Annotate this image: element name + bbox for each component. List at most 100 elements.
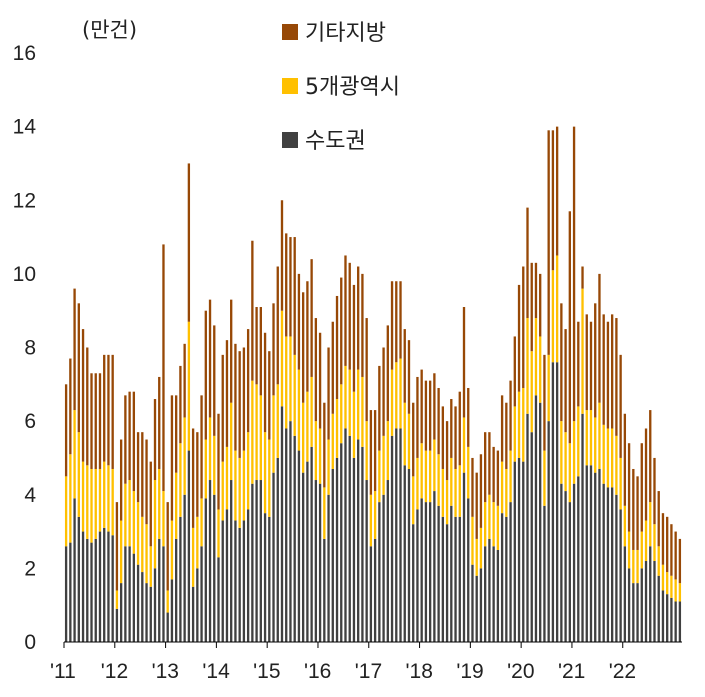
bar-segment-other: [119, 439, 123, 521]
bar-segment-capital: [128, 546, 131, 642]
y-tick-label: 14: [13, 116, 37, 139]
bar-segment-metro: [314, 421, 318, 481]
bar-segment-capital: [666, 594, 669, 642]
bar-segment-metro: [399, 358, 402, 429]
bar-segment-other: [128, 391, 131, 481]
bar-segment-other: [670, 524, 673, 576]
bar-segment-other: [598, 273, 601, 403]
bar-segment-metro: [86, 465, 89, 539]
bar-segment-metro: [238, 457, 241, 528]
bar-segment-other: [314, 318, 318, 422]
y-tick-label: 2: [24, 557, 36, 580]
bar-segment-other: [357, 266, 360, 370]
bar-segment-capital: [204, 498, 207, 642]
bar-segment-other: [589, 321, 593, 411]
bar-segment-metro: [103, 461, 106, 528]
bar-segment-other: [420, 369, 423, 444]
bar-segment-capital: [610, 487, 614, 642]
bar-segment-metro: [445, 480, 449, 525]
bar-segment-capital: [475, 575, 478, 642]
x-tick-label: '11: [50, 660, 76, 683]
y-tick-label: 10: [13, 263, 36, 286]
bar-segment-capital: [555, 362, 559, 642]
bar-segment-capital: [471, 564, 474, 642]
bar-segment-other: [335, 295, 339, 400]
bar-segment-other: [331, 321, 334, 414]
bar-segment-other: [217, 413, 220, 510]
bar-segment-capital: [175, 538, 178, 642]
bar-segment-capital: [90, 542, 93, 642]
bar-segment-other: [627, 443, 631, 532]
bar-segment-metro: [335, 399, 339, 458]
bar-segment-capital: [166, 612, 169, 642]
bar-segment-metro: [107, 465, 110, 532]
bar-segment-other: [644, 428, 648, 521]
bar-segment-other: [500, 395, 504, 462]
bar-segment-metro: [153, 480, 157, 569]
bar-segment-capital: [119, 583, 123, 642]
bar-segment-metro: [619, 457, 622, 510]
bar-segment-other: [395, 281, 398, 363]
bar-segment-capital: [551, 362, 555, 642]
bar-segment-metro: [450, 457, 453, 506]
bar-segment-metro: [166, 590, 169, 613]
bar-segment-capital: [488, 538, 491, 642]
bar-segment-capital: [107, 531, 110, 642]
bar-segment-capital: [200, 546, 203, 642]
bar-segment-other: [399, 281, 402, 359]
bar-segment-other: [522, 266, 525, 388]
x-tick-label: '13: [152, 660, 179, 683]
x-tick-label: '21: [558, 660, 585, 683]
bar-segment-metro: [179, 443, 182, 517]
bar-segment-capital: [674, 601, 677, 642]
bar-segment-metro: [276, 384, 279, 458]
bar-segment-capital: [246, 509, 250, 642]
bar-segment-metro: [217, 509, 220, 558]
bar-segment-capital: [352, 457, 356, 642]
bar-segment-metro: [568, 443, 571, 503]
bar-segment-metro: [208, 417, 212, 481]
bar-segment-metro: [458, 465, 461, 517]
bar-segment-metro: [623, 505, 627, 547]
bar-segment-metro: [505, 468, 508, 517]
bar-segment-other: [293, 237, 296, 355]
bar-segment-other: [602, 314, 605, 425]
bar-segment-metro: [221, 461, 224, 521]
bar-segment-metro: [407, 413, 411, 469]
bar-segment-capital: [306, 461, 309, 642]
bar-segment-metro: [357, 369, 360, 440]
bar-segment-capital: [678, 601, 682, 642]
bar-segment-capital: [369, 546, 373, 642]
bar-segment-capital: [505, 516, 508, 642]
bar-segment-capital: [433, 491, 436, 642]
bar-segment-other: [445, 421, 449, 481]
bar-segment-capital: [263, 513, 267, 642]
bar-segment-other: [149, 461, 152, 547]
bar-segment-other: [547, 130, 550, 355]
bar-segment-other: [509, 380, 512, 451]
bar-segment-other: [606, 321, 610, 429]
bar-segment-capital: [632, 583, 635, 642]
bar-segment-metro: [577, 406, 580, 477]
bar-segment-other: [268, 351, 271, 440]
bar-segment-capital: [230, 480, 233, 642]
bar-segment-other: [462, 307, 466, 418]
bar-segment-other: [496, 450, 500, 506]
bar-segment-metro: [471, 516, 474, 565]
bar-segment-metro: [348, 369, 351, 436]
bar-segment-metro: [602, 424, 605, 484]
bar-segment-metro: [462, 417, 466, 473]
bar-segment-metro: [94, 468, 97, 539]
bar-segment-other: [340, 277, 343, 385]
bar-segment-other: [433, 373, 436, 440]
bar-segment-capital: [327, 494, 330, 642]
bar-segment-other: [369, 410, 373, 495]
bar-segment-other: [568, 211, 571, 444]
bar-segment-other: [166, 502, 169, 591]
bar-segment-capital: [509, 502, 512, 642]
legend-swatch: [282, 24, 298, 40]
bar-segment-capital: [251, 483, 254, 642]
bar-segment-metro: [632, 549, 635, 584]
bar-segment-metro: [225, 446, 229, 510]
bar-segment-other: [412, 402, 415, 477]
